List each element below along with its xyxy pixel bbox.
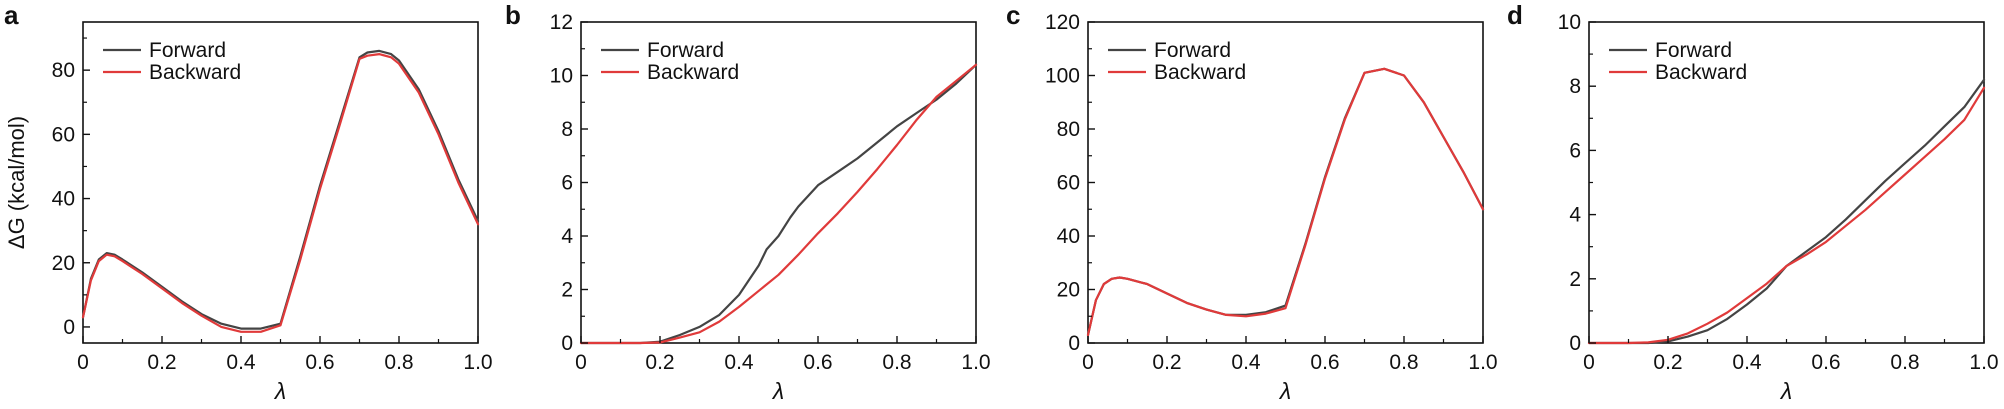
x-tick-label: 0 [77,351,89,374]
legend-label-backward: Backward [1154,61,1246,84]
x-tick-label: 0 [1583,351,1595,374]
series-line-backward [81,52,480,333]
x-tick-label: 0.8 [882,351,911,374]
legend-label-forward: Forward [647,39,724,62]
panel-label: a [4,0,19,30]
y-tick-label: 100 [1045,65,1080,88]
x-tick-label: 0 [1082,351,1094,374]
legend-label-backward: Backward [1655,61,1747,84]
chart-panel-b: b 0 0.2 0.4 0.6 0.8 1.0 0 2 4 6 8 10 12 λ ForwardBackwa… [505,0,991,404]
y-tick-label: 4 [561,225,573,248]
chart-panel-c: c 0 0.2 0.4 0.6 0.8 1.0 0 20 40 60 80 100 120 λ Forward… [1006,0,1498,404]
x-tick-label: 0.4 [724,351,754,374]
plot-frame [580,21,977,344]
y-tick-label: 0 [1569,332,1581,355]
y-tick-label: 40 [52,188,75,211]
plot-frame [82,21,479,344]
x-tick-label: 0.2 [1152,351,1181,374]
legend-label-forward: Forward [149,39,226,62]
legend-label-backward: Backward [149,61,241,84]
x-tick-label: 0.2 [645,351,674,374]
y-tick-label: 8 [1569,75,1581,98]
series-line-forward [81,49,480,330]
x-tick-label: 0.6 [1811,351,1840,374]
x-tick-label: 0.6 [803,351,832,374]
x-axis-label: λ [273,378,286,404]
series-line-backward [579,63,978,345]
x-tick-label: 0.8 [1389,351,1418,374]
y-tick-label: 20 [52,252,75,275]
y-tick-label: 6 [561,172,573,195]
y-tick-label: 60 [52,123,75,146]
plot-frame [1087,21,1484,344]
x-tick-label: 0.6 [305,351,334,374]
legend-label-forward: Forward [1154,39,1231,62]
y-tick-label: 80 [1057,118,1080,141]
legend-label-backward: Backward [647,61,739,84]
y-axis-label: ΔG (kcal/mol) [4,116,29,249]
series-line-forward [1587,78,1986,345]
x-tick-label: 1.0 [463,351,492,374]
x-tick-label: 0.8 [384,351,413,374]
y-tick-label: 0 [1068,332,1080,355]
legend-label-forward: Forward [1655,39,1732,62]
y-tick-label: 10 [550,65,573,88]
y-tick-label: 8 [561,118,573,141]
x-tick-label: 0.4 [1231,351,1261,374]
y-tick-label: 120 [1045,11,1080,34]
y-tick-label: 2 [1569,268,1581,291]
chart-panel-a: a 0 0.2 0.4 0.6 0.8 1.0 0 20 40 60 80 λ ΔG (kcal/mol)… [4,0,493,404]
y-tick-label: 10 [1558,11,1581,34]
plot-frame [1588,21,1985,344]
panel-label: d [1507,0,1523,30]
y-tick-label: 6 [1569,139,1581,162]
series-line-backward [1086,67,1485,337]
panel-label: c [1006,0,1020,30]
y-tick-label: 40 [1057,225,1080,248]
x-tick-label: 0.2 [1653,351,1682,374]
x-tick-label: 0.8 [1890,351,1919,374]
series-line-forward [1086,67,1485,337]
x-tick-label: 0.6 [1310,351,1339,374]
panel-label: b [505,0,521,30]
y-tick-label: 60 [1057,172,1080,195]
y-tick-label: 4 [1569,204,1581,227]
x-tick-label: 0.4 [226,351,256,374]
x-tick-label: 1.0 [1969,351,1998,374]
x-axis-label: λ [771,378,784,404]
series-line-backward [1587,86,1986,345]
x-tick-label: 0.2 [147,351,176,374]
y-tick-label: 0 [561,332,573,355]
y-tick-label: 20 [1057,279,1080,302]
x-tick-label: 0 [575,351,587,374]
y-tick-label: 2 [561,279,573,302]
x-axis-label: λ [1779,378,1792,404]
x-tick-label: 0.4 [1732,351,1762,374]
y-tick-label: 80 [52,59,75,82]
series-line-forward [579,63,978,345]
x-tick-label: 1.0 [1468,351,1497,374]
x-axis-label: λ [1278,378,1291,404]
y-tick-label: 12 [550,11,573,34]
x-tick-label: 1.0 [961,351,990,374]
y-tick-label: 0 [63,316,75,339]
